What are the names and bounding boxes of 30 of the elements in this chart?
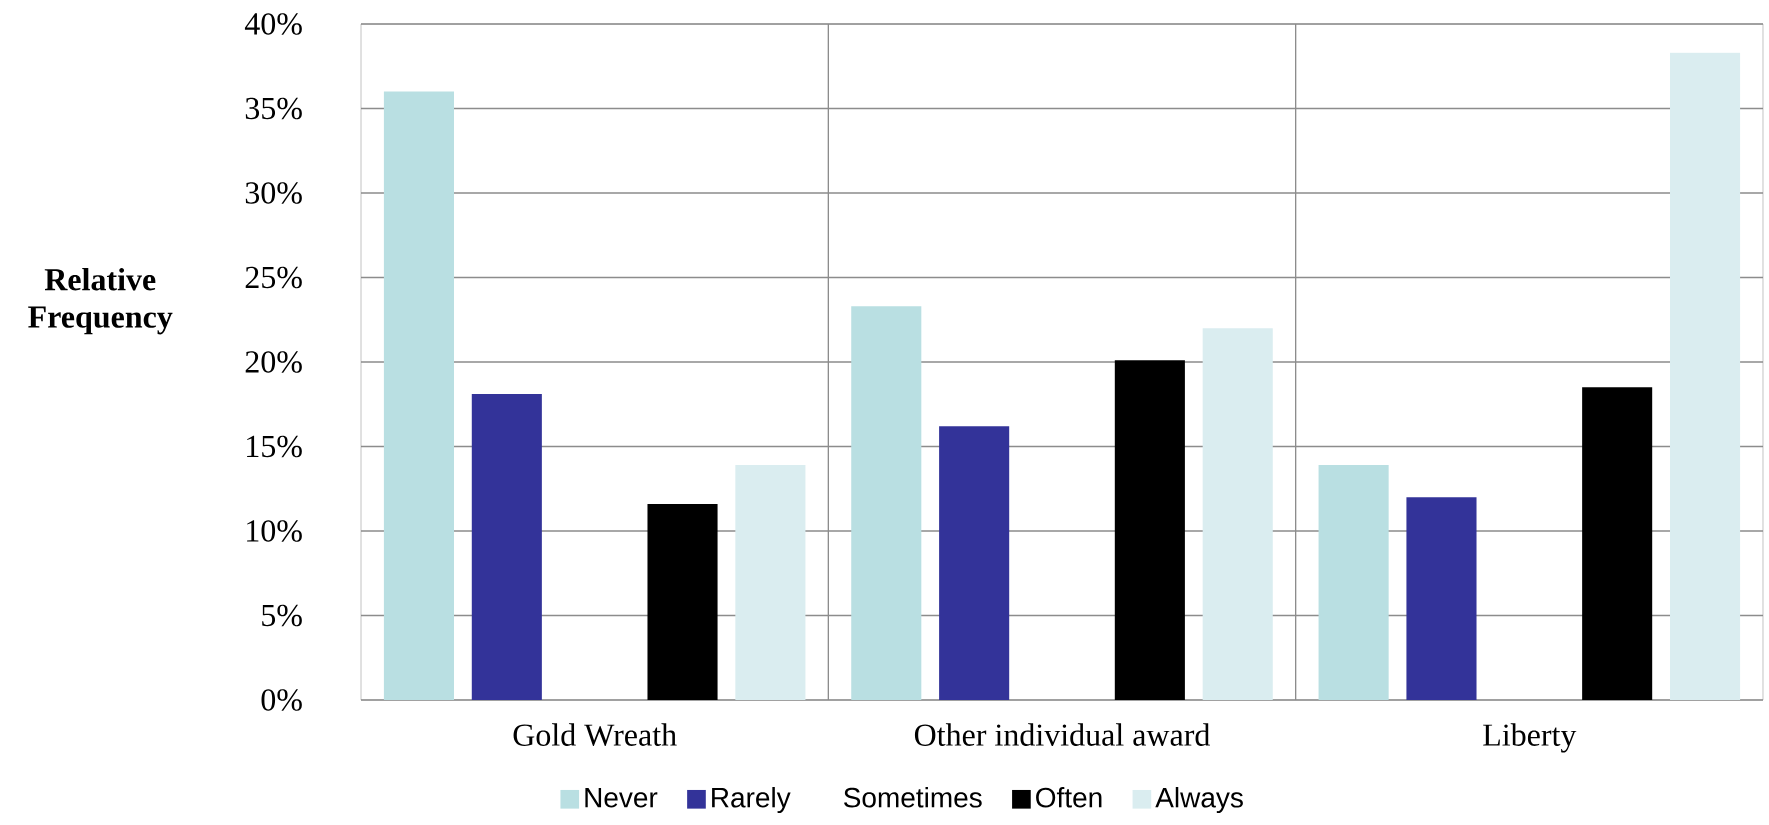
bar — [647, 503, 718, 700]
legend-label: Always — [1155, 787, 1243, 814]
y-tick-label: 0% — [261, 689, 302, 711]
y-tick-label: 20% — [245, 351, 302, 373]
bar — [1202, 328, 1273, 700]
x-tick-label: Other individual award — [914, 723, 1210, 746]
y-tick-label: 10% — [247, 520, 302, 542]
bar — [1582, 387, 1653, 700]
y-tick-label: 30% — [245, 182, 302, 204]
bar — [939, 426, 1010, 700]
bar — [1114, 360, 1185, 700]
bar — [1670, 52, 1741, 700]
legend-label: Never — [585, 788, 658, 808]
y-tick-label: 40% — [244, 13, 302, 35]
legend-label: Rarely — [712, 787, 791, 814]
bar — [735, 465, 806, 700]
y-axis-title: Relative Frequency — [28, 267, 173, 335]
x-tick-label: Liberty — [1483, 723, 1577, 753]
text: Sometimes — [843, 787, 982, 808]
bar — [1406, 497, 1477, 700]
y-tick-label: 15% — [247, 435, 302, 458]
y-tick-label: 25% — [245, 266, 302, 289]
bar — [1318, 465, 1389, 700]
y-tick-label: 5% — [262, 604, 302, 627]
y-tick-label: 35% — [245, 97, 302, 120]
bar — [383, 91, 454, 700]
bar — [851, 306, 922, 700]
x-tick-label: Gold Wreath — [513, 723, 677, 747]
bar — [471, 394, 542, 700]
legend-label: Often — [1036, 787, 1102, 808]
